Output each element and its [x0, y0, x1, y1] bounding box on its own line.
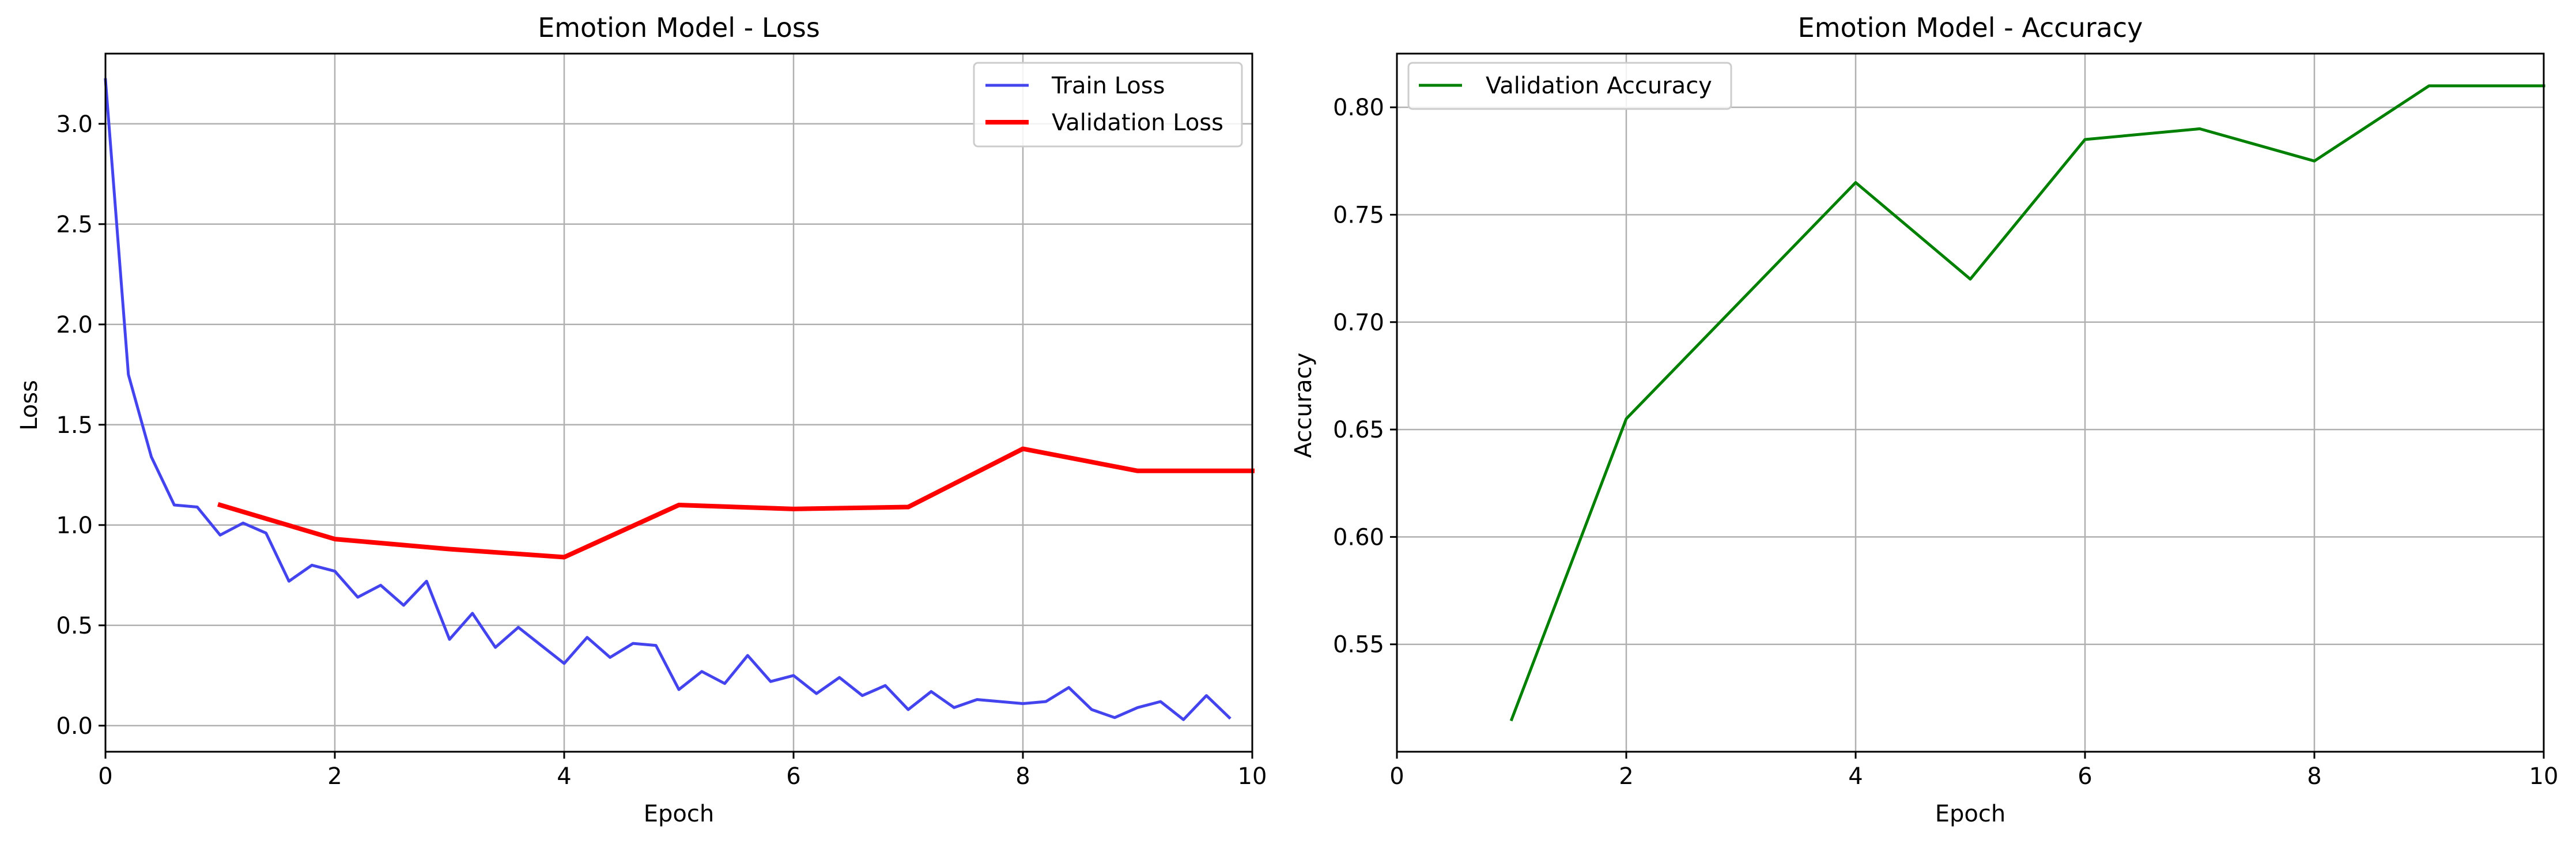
y-tick-label: 1.5 [56, 412, 93, 439]
loss-chart-plot-frame [104, 52, 1253, 753]
x-tick-label: 2 [1619, 763, 1633, 790]
x-tick-label: 0 [1389, 763, 1404, 790]
accuracy-chart-title: Emotion Model - Accuracy [1798, 12, 2143, 43]
loss-chart-series [104, 78, 1255, 721]
x-tick-label: 4 [557, 763, 571, 790]
legend-label-validation-loss: Validation Loss [1052, 110, 1223, 136]
y-tick-label: 0.70 [1333, 310, 1384, 336]
loss-chart-title: Emotion Model - Loss [538, 12, 820, 43]
y-tick-label: 2.0 [56, 312, 93, 338]
accuracy-chart-panel: Emotion Model - Accuracy Epoch Accuracy … [1290, 12, 2558, 827]
y-tick-label: 0.60 [1333, 524, 1384, 551]
accuracy-chart-legend: Validation Accuracy [1407, 62, 1732, 110]
y-tick-label: 0.5 [56, 613, 93, 639]
accuracy-chart-y-axis-label: Accuracy [1290, 353, 1317, 458]
y-tick-label: 2.5 [56, 212, 93, 238]
series-line-train-loss [104, 78, 1232, 721]
loss-chart-x-axis-label: Epoch [644, 801, 714, 827]
loss-chart-ticks: 0 2 4 6 8 10 0.0 0.5 1.0 1.5 2.0 2.5 3.0 [56, 111, 1267, 790]
x-tick-label: 6 [2078, 763, 2092, 790]
series-line-validation-accuracy [1509, 84, 2545, 722]
y-tick-label: 0.80 [1333, 95, 1384, 121]
legend-frame [973, 62, 1243, 148]
y-tick-label: 0.55 [1333, 632, 1384, 658]
loss-chart-panel: Emotion Model - Loss Epoch Loss 0 2 4 6 8 100… [16, 12, 1267, 827]
loss-chart-y-axis-label: Loss [16, 380, 43, 431]
x-tick-label: 6 [786, 763, 800, 790]
x-tick-label: 4 [1848, 763, 1863, 790]
y-tick-label: 1.0 [56, 512, 93, 539]
y-tick-label: 0.75 [1333, 202, 1384, 228]
accuracy-chart-ticks: 0 2 4 6 8 10 0.55 0.60 0.65 0.70 0.75 0.80 [1333, 95, 2559, 790]
legend-frame [1407, 62, 1732, 110]
legend-label-train-loss: Train Loss [1051, 73, 1165, 99]
loss-chart-legend: Train Loss Validation Loss [973, 62, 1243, 148]
x-tick-label: 10 [2529, 763, 2559, 790]
accuracy-chart-x-axis-label: Epoch [1935, 801, 2005, 827]
legend-label-validation-accuracy: Validation Accuracy [1486, 73, 1712, 99]
x-tick-label: 8 [1015, 763, 1030, 790]
accuracy-chart-series [1509, 84, 2545, 722]
x-tick-label: 10 [1238, 763, 1267, 790]
y-tick-label: 0.65 [1333, 417, 1384, 443]
y-tick-label: 3.0 [56, 111, 93, 138]
y-tick-label: 0.0 [56, 713, 93, 740]
series-line-validation-loss [217, 446, 1255, 560]
accuracy-chart-plot-frame [1396, 52, 2545, 753]
x-tick-label: 2 [327, 763, 342, 790]
x-tick-label: 0 [98, 763, 112, 790]
x-tick-label: 8 [2307, 763, 2321, 790]
